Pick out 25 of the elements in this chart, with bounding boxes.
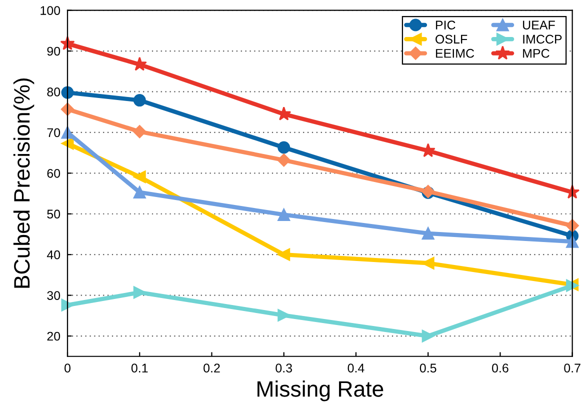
x-tick-label: 0.5 — [420, 364, 436, 373]
y-tick-label: 40 — [46, 250, 60, 260]
x-tick-label: 0.6 — [492, 364, 508, 373]
x-tick-label: 0 — [64, 364, 70, 373]
y-axis-title: BCubed Precision(%) — [13, 78, 34, 288]
legend-label: IMCCP — [523, 34, 562, 44]
legend-label: OSLF — [436, 34, 468, 44]
y-tick-label: 50 — [47, 210, 60, 219]
legend-label: EEIMC — [436, 48, 474, 58]
legend-label: MPC — [523, 48, 550, 58]
x-tick-label: 0.7 — [564, 364, 580, 373]
y-tick-label: 30 — [47, 291, 60, 300]
x-tick-label: 0.1 — [131, 364, 148, 373]
x-tick-label: 0.2 — [204, 364, 220, 373]
y-tick-label: 80 — [47, 88, 60, 96]
y-tick-label: 60 — [47, 168, 60, 178]
x-tick-label: 0.4 — [348, 364, 364, 373]
y-tick-label: 70 — [47, 128, 60, 138]
y-tick-label: 20 — [47, 332, 60, 341]
legend-label: UEAF — [523, 20, 555, 30]
legend-label: PIC — [436, 20, 456, 30]
x-axis-title: Missing Rate — [258, 380, 384, 402]
y-tick-label: 100 — [40, 6, 60, 15]
y-tick-label: 90 — [47, 46, 60, 56]
x-tick-label: 0.3 — [276, 364, 292, 373]
